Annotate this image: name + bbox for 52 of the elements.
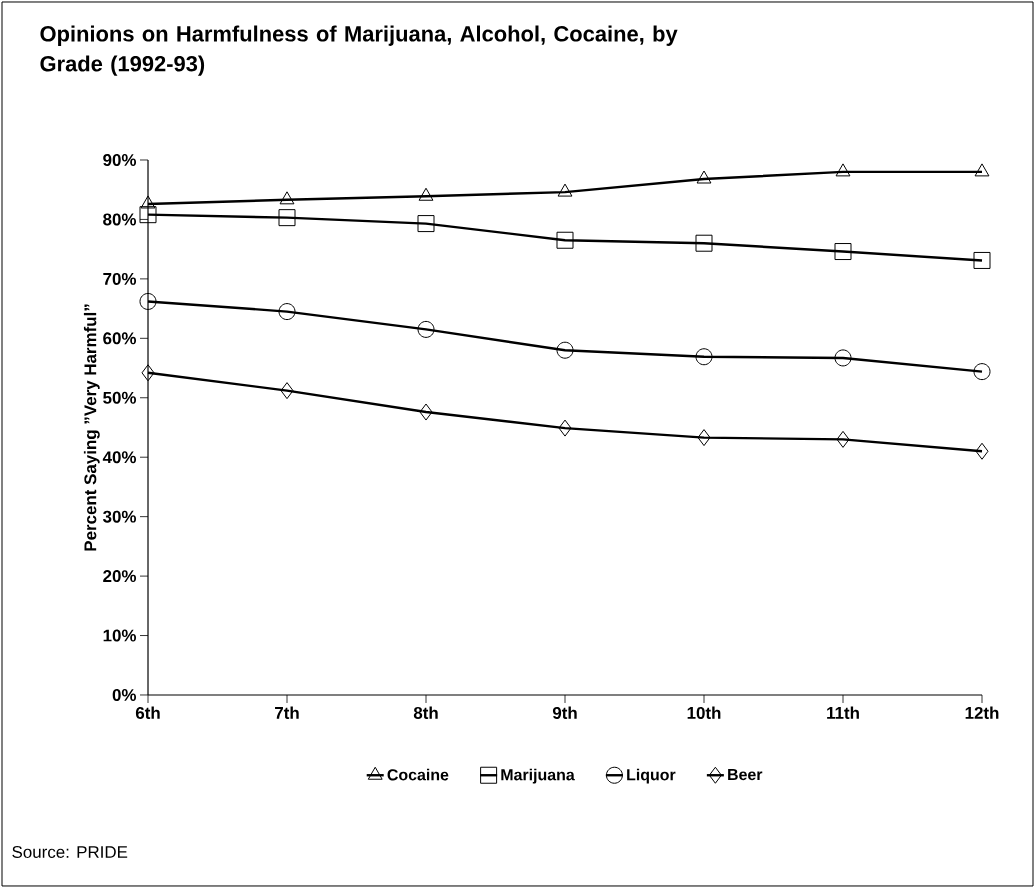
legend-label: Marijuana [501,768,575,784]
point [278,303,296,321]
y-tick-label: 30% [102,510,137,523]
legend-label: Liquor [627,768,676,784]
point [140,195,156,209]
point [975,442,989,460]
point [280,382,294,400]
y-tick-label: 80% [103,213,137,226]
x-tick-label: 11th [827,706,859,719]
x-tick-label: 9th [552,706,577,719]
point [556,341,574,359]
point [279,191,295,205]
y-tick-label: 90% [103,153,137,166]
y-axis-title: Percent Saying ”Very Harmful” [83,304,100,551]
y-tick-label: 10% [103,629,137,642]
y-tick-label: 50% [103,391,137,404]
point [695,234,713,252]
chart-title: Opinions on Harmfulness of Marijuana, Alcohol, Cocaine, by Grade (1992-93) [40,25,678,76]
point [417,320,435,338]
point [696,170,712,184]
point [418,187,434,201]
x-tick-label: 8th [413,706,438,719]
x-tick-label: 6th [135,706,160,719]
point [834,349,852,367]
y-tick-label: 0% [112,688,137,701]
legend-label: Cocaine [387,768,449,781]
point [139,206,157,224]
source-note: Source: PRIDE [12,845,128,858]
point [836,430,850,448]
x-tick-label: 10th [687,706,721,719]
y-tick-label: 60% [103,332,137,345]
point [974,163,990,177]
point [139,292,157,310]
point [558,419,572,437]
point [417,215,435,233]
point [557,183,573,197]
point [697,429,711,447]
point [278,209,296,227]
y-tick-label: 20% [103,570,137,583]
point [556,231,574,249]
point [419,403,433,421]
x-tick-label: 12th [965,706,999,719]
y-tick-label: 40% [102,451,137,464]
point [141,364,155,382]
legend-label: Beer [728,769,763,781]
y-tick-label: 70% [103,272,137,285]
point [835,163,851,177]
point [973,363,991,381]
point [695,348,713,366]
point [834,243,852,261]
x-tick-label: 7th [275,706,299,719]
point [973,251,991,269]
